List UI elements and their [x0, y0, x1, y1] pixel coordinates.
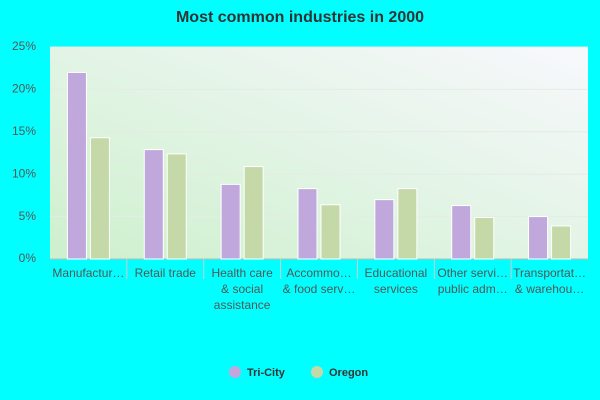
x-tick-label: Manufactur… [52, 266, 124, 280]
x-tick-label: services [374, 282, 418, 296]
bar [374, 199, 395, 260]
y-tick-label: 15% [12, 124, 36, 138]
chart-title: Most common industries in 2000 [176, 9, 424, 26]
x-tick-label: & social [221, 282, 263, 296]
bar [474, 216, 495, 260]
x-tick-label: & food serv… [283, 282, 356, 296]
legend-label: Tri-City [247, 367, 286, 379]
bar [320, 204, 341, 260]
bar [397, 188, 418, 260]
x-tick-label: Educational [364, 266, 427, 280]
bar [451, 205, 472, 260]
x-tick-label: Other servi… [437, 266, 508, 280]
y-tick-label: 20% [12, 82, 36, 96]
bar [66, 71, 87, 260]
bar [89, 137, 110, 260]
bar [243, 166, 264, 260]
plot-area [50, 47, 588, 259]
legend-marker [229, 366, 241, 378]
x-tick-label: Transportat… [513, 266, 586, 280]
bar [297, 188, 318, 260]
x-tick-label: Accommo… [286, 266, 351, 280]
y-tick-label: 25% [12, 39, 36, 53]
x-tick-label: assistance [214, 298, 271, 312]
bar [220, 183, 241, 260]
y-tick-label: 0% [19, 251, 37, 265]
x-tick-label: Health care [211, 266, 273, 280]
bar [551, 225, 572, 260]
x-tick-label: public adm… [438, 282, 508, 296]
bar [143, 149, 164, 260]
x-tick-label: & warehou… [515, 282, 584, 296]
x-tick-label: Retail trade [135, 266, 197, 280]
legend-marker [311, 366, 323, 378]
bar [528, 216, 549, 260]
y-tick-label: 10% [12, 166, 36, 180]
y-tick-label: 5% [19, 209, 37, 223]
legend-label: Oregon [329, 367, 368, 379]
bar [166, 153, 187, 260]
